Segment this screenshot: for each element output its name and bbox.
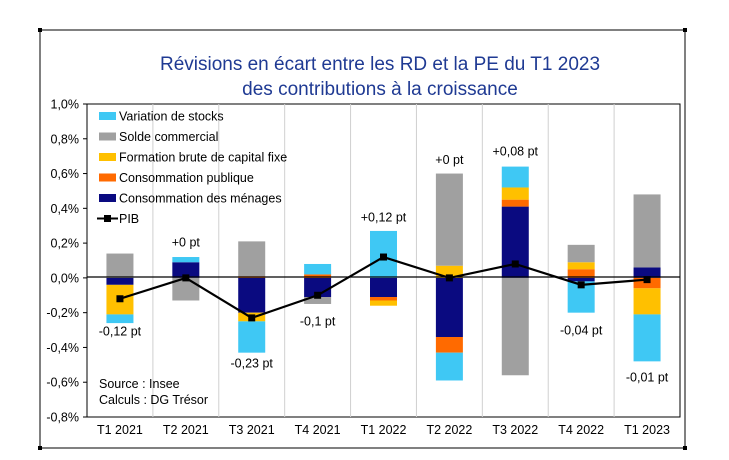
pib-annotation: -0,23 pt <box>231 356 274 370</box>
bar-variation-de-stocks <box>238 321 266 353</box>
bar-consommation-des-menages <box>435 277 463 338</box>
bar-formation-brute-de-capital-fixe <box>633 288 661 315</box>
pib-marker <box>314 291 322 299</box>
category-separators <box>152 104 615 417</box>
source-line-2: Calculs : DG Trésor <box>99 393 208 407</box>
y-tick-label: 1,0% <box>51 98 80 112</box>
bar-consommation-des-menages <box>172 262 200 278</box>
pib-marker <box>116 295 124 303</box>
x-tick-label: T4 2021 <box>295 423 341 437</box>
pib-marker <box>380 253 387 261</box>
pib-marker <box>511 260 519 268</box>
bar-variation-de-stocks <box>304 263 332 275</box>
bar-consommation-publique <box>501 199 529 207</box>
y-tick-label: 0,8% <box>51 132 80 146</box>
legend-swatch <box>99 194 116 202</box>
legend-label: Consommation publique <box>119 171 254 185</box>
pib-annotation: -0,01 pt <box>626 370 669 384</box>
bar-solde-commercial <box>172 277 200 301</box>
bar-solde-commercial <box>567 244 595 263</box>
y-tick-label: -0,6% <box>46 376 79 390</box>
pib-annotation: +0,12 pt <box>361 210 407 224</box>
pib-annotation: -0,12 pt <box>99 324 142 338</box>
legend-swatch <box>99 132 116 141</box>
chart-title-line-1: Révisions en écart entre les RD et la PE… <box>160 54 600 75</box>
plot-area <box>86 103 681 418</box>
legend-marker <box>104 215 111 222</box>
bar-variation-de-stocks <box>106 314 134 324</box>
bar-consommation-publique <box>567 269 595 278</box>
bar-solde-commercial <box>304 297 332 304</box>
pib-annotation: -0,1 pt <box>300 315 336 329</box>
legend-label: Formation brute de capital fixe <box>119 151 287 165</box>
pib-marker <box>577 281 585 289</box>
bar-consommation-des-menages <box>567 277 595 282</box>
y-tick-label: -0,4% <box>46 341 79 355</box>
y-axis: -0,8% -0,6% -0,4% -0,2% 0,0% 0,2% 0,4% 0,6% 0,8%… <box>46 98 87 425</box>
bar-consommation-des-menages <box>238 277 266 313</box>
corner-handle-bl[interactable] <box>38 446 42 450</box>
bar-solde-commercial <box>106 253 134 278</box>
pib-marker <box>182 274 190 282</box>
bar-variation-de-stocks <box>435 352 463 381</box>
corner-handle-tl[interactable] <box>38 28 42 32</box>
bar-consommation-des-menages <box>633 267 661 278</box>
bar-solde-commercial <box>501 277 529 376</box>
legend-swatch <box>99 173 116 182</box>
bar-formation-brute-de-capital-fixe <box>370 300 397 306</box>
y-tick-label: 0,4% <box>51 202 80 216</box>
bar-consommation-publique <box>370 297 397 301</box>
y-tick-label: 0,6% <box>51 167 80 181</box>
x-tick-label: T2 2022 <box>426 423 472 437</box>
x-tick-label: T3 2022 <box>492 423 538 437</box>
bar-variation-de-stocks <box>633 314 661 362</box>
x-axis: T1 2021 T2 2021 T3 2021 T4 2021 T1 2022 T2 20… <box>97 423 670 437</box>
legend-label: Variation de stocks <box>119 110 224 124</box>
bar-formation-brute-de-capital-fixe <box>501 187 529 200</box>
y-tick-label: -0,2% <box>46 306 79 320</box>
bar-solde-commercial <box>435 173 463 266</box>
x-tick-label: T1 2021 <box>97 423 143 437</box>
bar-consommation-des-menages <box>370 277 397 298</box>
legend-label: Solde commercial <box>119 130 218 144</box>
pib-annotation: +0,08 pt <box>493 144 539 158</box>
pib-marker <box>643 276 651 284</box>
x-tick-label: T2 2021 <box>163 423 209 437</box>
pib-annotation: +0 pt <box>435 153 464 167</box>
x-tick-label: T1 2022 <box>361 423 407 437</box>
bar-consommation-publique <box>304 274 332 278</box>
pib-marker <box>248 314 256 322</box>
source-line-1: Source : Insee <box>99 377 180 391</box>
bar-variation-de-stocks <box>172 257 200 263</box>
x-tick-label: T1 2023 <box>624 423 670 437</box>
bar-solde-commercial <box>633 194 661 268</box>
bar-variation-de-stocks <box>501 166 529 188</box>
legend-label: PIB <box>119 212 139 226</box>
pib-marker <box>445 274 453 282</box>
pib-layer <box>116 253 651 322</box>
legend: Variation de stocks Solde commercial Forma… <box>97 110 287 226</box>
corner-handle-br[interactable] <box>683 446 687 450</box>
x-tick-label: T3 2021 <box>229 423 275 437</box>
bar-consommation-publique <box>435 337 463 353</box>
chart-border <box>39 29 686 449</box>
y-tick-label: 0,0% <box>51 271 80 285</box>
legend-swatch <box>99 153 116 161</box>
legend-label: Consommation des ménages <box>119 192 282 206</box>
bar-formation-brute-de-capital-fixe <box>567 262 595 270</box>
y-tick-label: 0,2% <box>51 237 80 251</box>
x-tick-label: T4 2022 <box>558 423 604 437</box>
chart-title-line-2: des contributions à la croissance <box>242 79 518 100</box>
point-annotations: -0,12 pt +0 pt -0,23 pt -0,1 pt +0,12 pt +0 p… <box>99 144 669 384</box>
pib-annotation: +0 pt <box>172 236 201 250</box>
y-tick-label: -0,8% <box>46 411 79 425</box>
legend-swatch <box>99 112 116 120</box>
bar-solde-commercial <box>238 241 266 277</box>
pib-annotation: -0,04 pt <box>560 323 603 337</box>
bar-consommation-des-menages <box>106 277 134 285</box>
corner-handle-tr[interactable] <box>683 28 687 32</box>
